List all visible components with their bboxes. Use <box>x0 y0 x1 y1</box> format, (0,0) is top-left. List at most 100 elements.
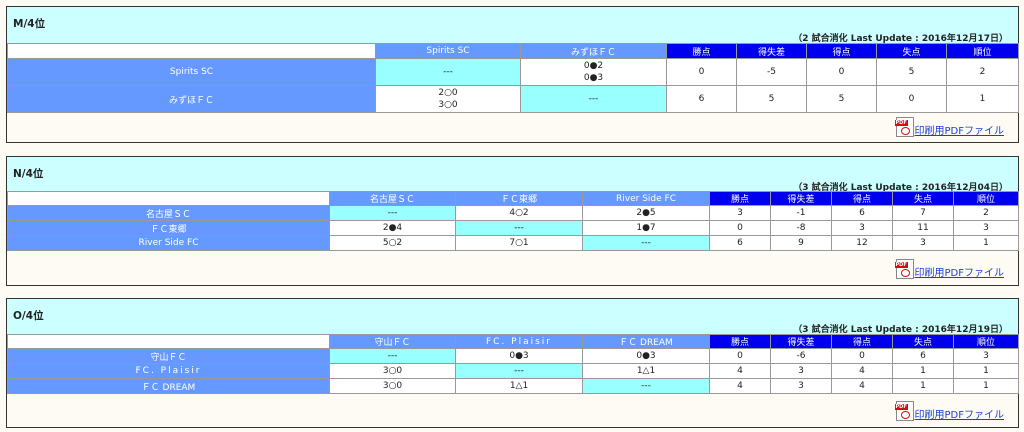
self-match-cell: --- <box>582 235 710 251</box>
match-result-cell: 2●5 <box>582 205 710 221</box>
match-result-cell: 0●3 <box>582 348 710 364</box>
stat-points: 0 <box>709 348 771 364</box>
stat-header-goals-for: 得点 <box>831 334 893 349</box>
stat-header-points: 勝点 <box>709 334 771 349</box>
stat-rank: 3 <box>953 348 1019 364</box>
self-match-cell: --- <box>375 58 521 86</box>
pdf-icon: PDF <box>894 259 914 279</box>
league-block-n: N/4位 （3 試合消化 Last Update : 2016年12月04日） … <box>6 156 1019 286</box>
stat-goal-diff: -5 <box>736 58 807 86</box>
table-row: Spirits SC --- 0●2 0●3 0 -5 0 5 2 <box>7 58 1019 86</box>
pdf-link-label[interactable]: 印刷用PDFファイル <box>914 268 1004 279</box>
stat-goals-for: 0 <box>806 58 877 86</box>
standings-table: 守山ＦＣ FC. Plaisir ＦＣ DREAM 勝点 得失差 得点 失点 順… <box>7 334 1019 394</box>
stat-points: 4 <box>709 363 771 379</box>
stat-goals-against: 11 <box>892 220 954 236</box>
standings-table: 名古屋ＳＣ ＦＣ東郷 River Side FC 勝点 得失差 得点 失点 順位… <box>7 191 1019 251</box>
pdf-icon-tag: PDF <box>894 404 908 410</box>
stat-goals-for: 5 <box>806 85 877 113</box>
league-block-m: M/4位 （2 試合消化 Last Update : 2016年12月17日） … <box>6 6 1019 143</box>
team-name: 守山ＦＣ <box>7 348 330 364</box>
team-name: みずほＦＣ <box>7 85 376 113</box>
pdf-swirl-icon <box>900 269 910 277</box>
stat-goal-diff: -6 <box>770 348 832 364</box>
stat-rank: 1 <box>953 235 1019 251</box>
pdf-icon-tag: PDF <box>894 120 908 126</box>
block-title: N/4位 <box>13 168 44 180</box>
team-column-header: River Side FC <box>582 191 710 206</box>
match-result-cell: 7○1 <box>455 235 583 251</box>
stat-goals-for: 3 <box>831 220 893 236</box>
stat-header-goals-for: 得点 <box>806 43 877 59</box>
match-result-cell: 3○0 <box>329 378 456 394</box>
match-result-cell: 2●4 <box>329 220 456 236</box>
corner-cell <box>7 191 330 206</box>
self-match-cell: --- <box>455 363 583 379</box>
stat-points: 0 <box>709 220 771 236</box>
stat-rank: 1 <box>946 85 1019 113</box>
stat-points: 6 <box>709 235 771 251</box>
stat-header-rank: 順位 <box>953 334 1019 349</box>
match-result-cell: 1△1 <box>582 363 710 379</box>
table-row: みずほＦＣ 2○0 3○0 --- 6 5 5 0 1 <box>7 85 1019 113</box>
block-header: O/4位 （3 試合消化 Last Update : 2016年12月19日） <box>7 299 1018 335</box>
stat-goals-against: 1 <box>892 363 954 379</box>
match-result-cell: 2○0 3○0 <box>375 85 521 113</box>
stat-goals-against: 6 <box>892 348 954 364</box>
block-title: M/4位 <box>13 18 46 30</box>
self-match-cell: --- <box>329 348 456 364</box>
match-result-cell: 5○2 <box>329 235 456 251</box>
block-header: M/4位 （2 試合消化 Last Update : 2016年12月17日） <box>7 7 1018 44</box>
match-result-cell: 1△1 <box>455 378 583 394</box>
block-header: N/4位 （3 試合消化 Last Update : 2016年12月04日） <box>7 157 1018 193</box>
stat-header-goals-against: 失点 <box>876 43 947 59</box>
block-update-info: （3 試合消化 Last Update : 2016年12月04日） <box>793 183 1008 193</box>
print-pdf-link[interactable]: PDF 印刷用PDFファイル <box>894 401 1004 421</box>
stat-points: 6 <box>666 85 737 113</box>
match-result-cell: 0●3 <box>455 348 583 364</box>
stat-goals-for: 6 <box>831 205 893 221</box>
stat-goals-against: 5 <box>876 58 947 86</box>
stat-points: 3 <box>709 205 771 221</box>
table-row: River Side FC 5○2 7○1 --- 6 9 12 3 1 <box>7 235 1019 251</box>
team-column-header: 守山ＦＣ <box>329 334 456 349</box>
table-row: ＦＣ DREAM 3○0 1△1 --- 4 3 4 1 1 <box>7 378 1019 394</box>
self-match-cell: --- <box>520 85 667 113</box>
stat-goals-against: 7 <box>892 205 954 221</box>
block-update-info: （3 試合消化 Last Update : 2016年12月19日） <box>793 325 1008 335</box>
stat-goals-for: 4 <box>831 378 893 394</box>
table-row: ＦＣ東郷 2●4 --- 1●7 0 -8 3 11 3 <box>7 220 1019 236</box>
print-pdf-link[interactable]: PDF 印刷用PDFファイル <box>894 259 1004 279</box>
corner-cell <box>7 334 330 349</box>
pdf-icon: PDF <box>894 117 914 137</box>
stat-header-rank: 順位 <box>946 43 1019 59</box>
stat-header-rank: 順位 <box>953 191 1019 206</box>
block-update-info: （2 試合消化 Last Update : 2016年12月17日） <box>793 34 1008 44</box>
stat-goal-diff: 3 <box>770 378 832 394</box>
pdf-icon: PDF <box>894 401 914 421</box>
stat-header-goals-for: 得点 <box>831 191 893 206</box>
pdf-swirl-icon <box>900 411 910 419</box>
standings-table: Spirits SC みずほＦＣ 勝点 得失差 得点 失点 順位 Spirits… <box>7 43 1019 113</box>
print-pdf-link[interactable]: PDF 印刷用PDFファイル <box>894 117 1004 137</box>
team-column-header: Spirits SC <box>375 43 521 59</box>
stat-rank: 1 <box>953 363 1019 379</box>
stat-rank: 2 <box>953 205 1019 221</box>
stat-goal-diff: -1 <box>770 205 832 221</box>
stat-goals-against: 1 <box>892 378 954 394</box>
pdf-link-label[interactable]: 印刷用PDFファイル <box>914 410 1004 421</box>
match-result-cell: 1●7 <box>582 220 710 236</box>
pdf-link-label[interactable]: 印刷用PDFファイル <box>914 126 1004 137</box>
match-result-cell: 0●2 0●3 <box>520 58 667 86</box>
table-row: 名古屋ＳＣ --- 4○2 2●5 3 -1 6 7 2 <box>7 205 1019 221</box>
pdf-icon-tag: PDF <box>894 262 908 268</box>
stat-goals-for: 12 <box>831 235 893 251</box>
stat-header-goals-against: 失点 <box>892 334 954 349</box>
self-match-cell: --- <box>582 378 710 394</box>
league-block-o: O/4位 （3 試合消化 Last Update : 2016年12月19日） … <box>6 298 1019 428</box>
stat-header-goal-diff: 得失差 <box>736 43 807 59</box>
stat-points: 0 <box>666 58 737 86</box>
stat-header-goal-diff: 得失差 <box>770 191 832 206</box>
stat-header-goal-diff: 得失差 <box>770 334 832 349</box>
team-name: 名古屋ＳＣ <box>7 205 330 221</box>
